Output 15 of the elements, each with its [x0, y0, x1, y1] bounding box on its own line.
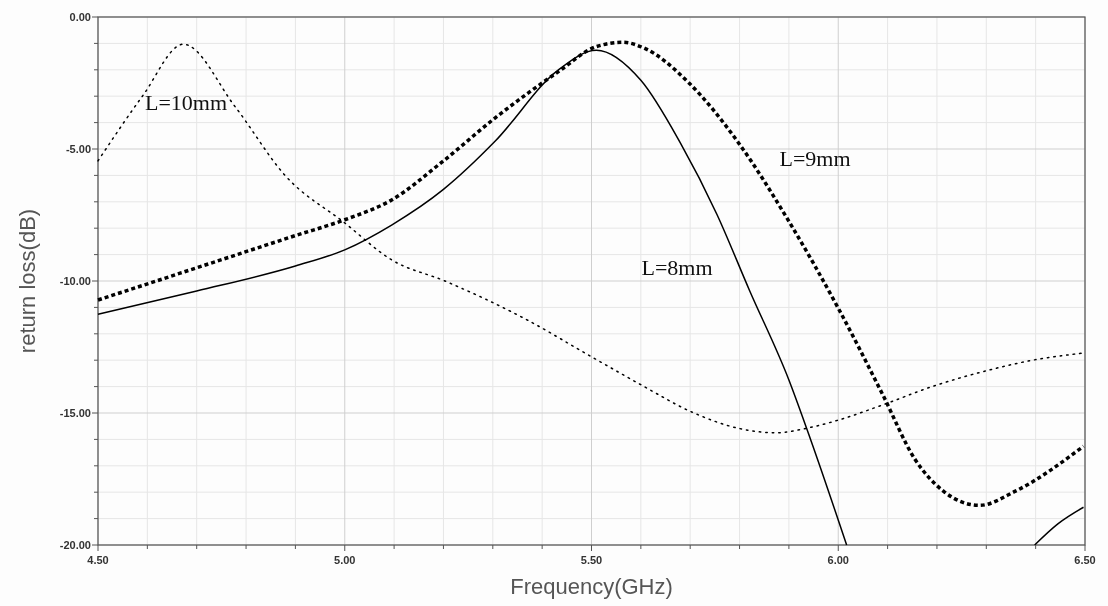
- y-axis-title: return loss(dB): [15, 208, 40, 354]
- x-tick-label: 6.00: [827, 554, 849, 566]
- y-tick-label: -20.00: [59, 539, 91, 551]
- x-tick-label: 6.50: [1074, 554, 1096, 566]
- y-tick-label: 0.00: [69, 11, 91, 23]
- x-tick-label: 5.00: [334, 554, 356, 566]
- x-axis-title: Frequency(GHz): [510, 574, 673, 599]
- series-label: L=9mm: [779, 146, 851, 172]
- series-label: L=8mm: [641, 255, 713, 281]
- x-tick-label: 5.50: [580, 554, 603, 566]
- y-tick-label: -15.00: [59, 407, 91, 419]
- series-label: L=10mm: [144, 90, 228, 116]
- x-tick-label: 4.50: [87, 554, 109, 566]
- y-tick-label: -10.00: [59, 275, 91, 287]
- y-tick-label: -5.00: [65, 143, 91, 155]
